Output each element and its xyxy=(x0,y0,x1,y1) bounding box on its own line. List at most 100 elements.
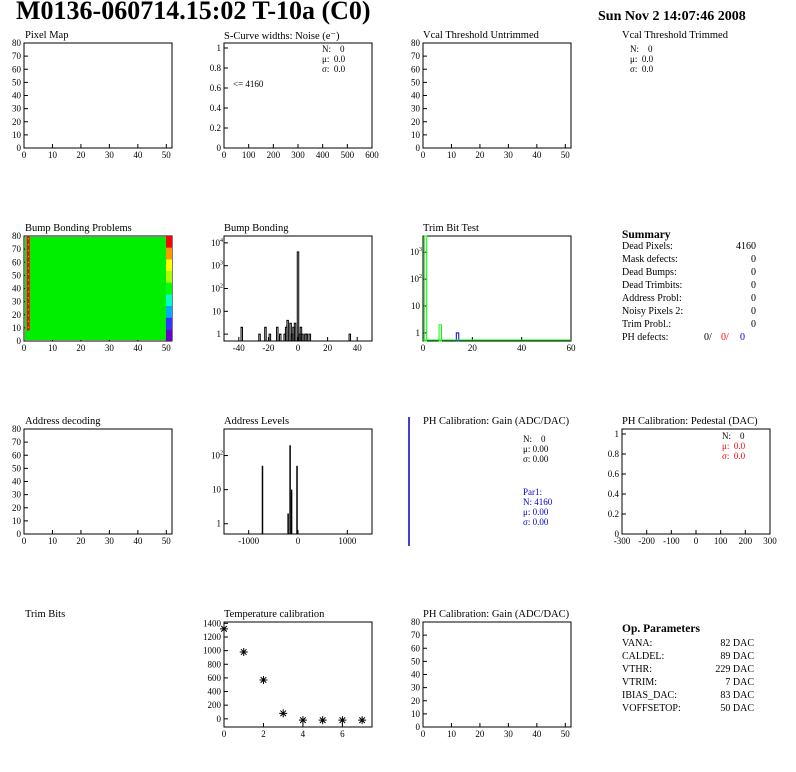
ph_pedestal-y-tick-label: 1 xyxy=(615,429,620,439)
bump-map-palette-cell xyxy=(166,317,172,330)
vcal_untrimmed-x-tick-label: 10 xyxy=(447,150,457,160)
ph_gain2-y-tick-label: 60 xyxy=(411,643,421,653)
scurve-x-tick-label: 200 xyxy=(267,150,281,160)
summary-value: 0 xyxy=(751,319,756,330)
ph-gain-title: PH Calibration: Gain (ADC/DAC) xyxy=(423,416,570,427)
bump_hist-y-tick-label: 102 xyxy=(211,284,223,294)
op-params-panel: Op. Parameters VANA: 82 DAC CALDEL: 89 DAC V… xyxy=(622,623,754,716)
op-param-label: VTRIM: xyxy=(622,677,657,688)
bump-map-fill xyxy=(25,237,171,340)
bump-map-stripe xyxy=(27,291,29,293)
address_decoding-y-tick-label: 0 xyxy=(17,529,22,539)
bump_hist-y-tick-label: 10 xyxy=(212,306,222,316)
bump_hist-x-tick-label: 20 xyxy=(323,343,333,353)
bump-map-palette-cell xyxy=(166,306,172,318)
summary-label: Noisy Pixels 2: xyxy=(622,306,684,317)
ph_pedestal-y-tick-label: 0.2 xyxy=(608,509,619,519)
bump_map-y-tick-label: 40 xyxy=(12,284,22,294)
op-param-value: 83 DAC xyxy=(720,690,754,701)
pixel_map-x-tick-label: 0 xyxy=(22,150,27,160)
bump_map-y-tick-label: 60 xyxy=(12,257,22,267)
trim-bits-title: Trim Bits xyxy=(25,609,66,620)
temperature-y-tick-label: 200 xyxy=(208,700,222,710)
pixel_map-y-tick-label: 20 xyxy=(12,117,22,127)
bump-hist-bar xyxy=(305,333,309,342)
bump-hist-bar xyxy=(268,333,272,342)
temperature-y-tick-label: 800 xyxy=(208,659,222,669)
bump-map-stripe xyxy=(27,255,29,258)
summary-value: 0 xyxy=(751,267,756,278)
ph_pedestal-y-tick-label: 0.8 xyxy=(608,449,620,459)
scurve-y-tick-label: 0.2 xyxy=(210,123,221,133)
bump-map-title: Bump Bonding Problems xyxy=(25,223,132,234)
bump_map-x-tick-label: 40 xyxy=(133,343,143,353)
bump_map-x-tick-label: 10 xyxy=(48,343,58,353)
vcal_untrimmed-y-tick-label: 0 xyxy=(416,143,421,153)
op-param-row: VTHR: 229 DAC xyxy=(622,664,754,677)
bump-hist-bar xyxy=(348,333,352,342)
summary-row: Dead Trimbits: 0 xyxy=(622,280,756,293)
scurve-x-tick-label: 0 xyxy=(222,150,227,160)
op-param-row: CALDEL: 89 DAC xyxy=(622,651,754,664)
bump-hist-bar xyxy=(293,322,297,342)
bump-map-palette-cell xyxy=(166,259,172,271)
address-decoding-title: Address decoding xyxy=(25,416,101,427)
ph_pedestal-x-tick-label: -300 xyxy=(614,536,631,546)
bump-hist-bar xyxy=(289,322,292,342)
vcal_untrimmed-x-tick-label: 40 xyxy=(532,150,542,160)
bump_hist-x-tick-label: 0 xyxy=(296,343,301,353)
ph_gain2-x-tick-label: 10 xyxy=(447,729,457,739)
op-param-label: VTHR: xyxy=(622,664,652,675)
op-param-row: IBIAS_DAC: 83 DAC xyxy=(622,690,754,703)
bump_hist-y-tick-label: 103 xyxy=(211,261,223,271)
trim_bit_test-x-tick-label: 40 xyxy=(517,343,527,353)
address_decoding-x-tick-label: 40 xyxy=(133,536,143,546)
ph-pedestal-title: PH Calibration: Pedestal (DAC) xyxy=(622,416,758,427)
temperature-x-tick-label: 6 xyxy=(340,729,345,739)
temperature-y-tick-label: 400 xyxy=(208,687,222,697)
temperature-x-tick-label: 4 xyxy=(301,729,306,739)
vcal_untrimmed-x-tick-label: 50 xyxy=(561,150,571,160)
bump-hist-bar xyxy=(240,326,244,342)
address_levels-x-tick-label: 0 xyxy=(296,536,301,546)
ph_pedestal-y-tick-label: 0 xyxy=(615,529,620,539)
bump-map-stripe xyxy=(27,285,29,287)
summary-value: 0 xyxy=(751,254,756,265)
ph_pedestal-x-tick-label: 0 xyxy=(694,536,699,546)
bump_hist-y-tick-label: 1 xyxy=(217,329,222,339)
bump-map-stripe xyxy=(27,238,29,240)
ph_pedestal-x-tick-label: 300 xyxy=(763,536,777,546)
trim-bit-test-bar xyxy=(438,324,442,342)
ph-pedestal-stats: N: 0 μ: 0.0 σ: 0.0 xyxy=(722,431,746,461)
scurve-y-tick-label: 0.8 xyxy=(210,63,222,73)
ph_gain2-x-tick-label: 30 xyxy=(504,729,514,739)
temperature-y-tick-label: 0 xyxy=(217,714,222,724)
vcal_untrimmed-x-tick-label: 30 xyxy=(504,150,514,160)
temperature-y-tick-label: 600 xyxy=(208,673,222,683)
bump-hist-bar xyxy=(276,326,279,342)
bump_map-y-tick-label: 80 xyxy=(12,231,22,241)
address_decoding-y-tick-label: 40 xyxy=(12,477,22,487)
summary-row: Dead Bumps: 0 xyxy=(622,267,756,280)
bump-map-palette-cell xyxy=(166,271,172,283)
op-param-value: 89 DAC xyxy=(720,651,754,662)
scurve-frame xyxy=(223,42,373,149)
pixel_map-x-tick-label: 30 xyxy=(105,150,115,160)
bump_hist-y-tick-label: 104 xyxy=(211,238,223,248)
vcal_untrimmed-y-tick-label: 30 xyxy=(411,104,421,114)
address_levels-y-tick-label: 1 xyxy=(217,519,222,529)
bump_hist-x-tick-label: -40 xyxy=(233,343,245,353)
temperature-point xyxy=(338,716,347,725)
summary-row-ph-defects: PH defects: 0/ 0/ 0 xyxy=(622,332,745,343)
page-title: M0136-060714.15:02 T-10a (C0) xyxy=(16,0,371,25)
ph_gain2-y-tick-label: 40 xyxy=(411,670,421,680)
pixel_map-x-tick-label: 50 xyxy=(162,150,172,160)
temperature-point xyxy=(318,716,327,725)
ph-gain2-title: PH Calibration: Gain (ADC/DAC) xyxy=(423,609,570,620)
pixel_map-x-tick-label: 40 xyxy=(133,150,143,160)
address_levels-y-tick-label: 102 xyxy=(211,451,223,461)
bump-hist-title: Bump Bonding xyxy=(224,223,289,234)
temperature-point xyxy=(259,675,268,684)
bump_map-x-tick-label: 20 xyxy=(76,343,86,353)
bump-hist-bar xyxy=(279,333,282,342)
